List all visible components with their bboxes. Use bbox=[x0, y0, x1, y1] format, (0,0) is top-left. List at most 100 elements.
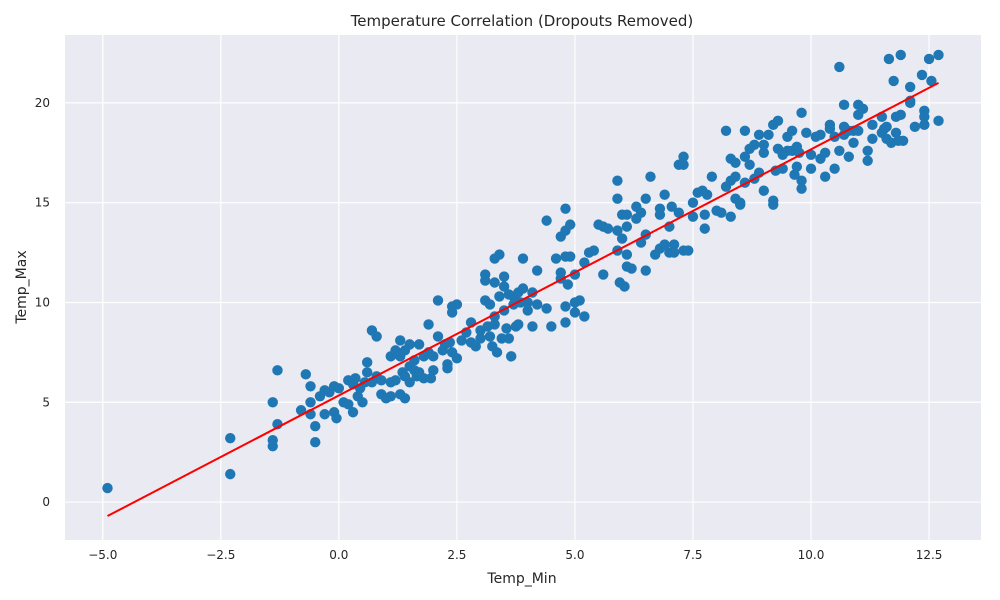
data-point bbox=[867, 119, 878, 131]
data-point bbox=[404, 339, 415, 350]
data-point bbox=[699, 209, 710, 220]
data-point bbox=[862, 155, 873, 166]
data-point bbox=[357, 397, 368, 408]
data-point bbox=[612, 193, 623, 204]
data-points bbox=[102, 49, 944, 494]
y-tick-label: 5 bbox=[42, 395, 50, 409]
data-point bbox=[300, 369, 312, 380]
data-point bbox=[867, 133, 878, 144]
data-point bbox=[475, 333, 486, 344]
data-point bbox=[834, 145, 845, 156]
data-point bbox=[862, 145, 873, 156]
data-point bbox=[621, 221, 633, 232]
data-point bbox=[853, 125, 864, 137]
data-point bbox=[531, 299, 543, 310]
data-point bbox=[640, 193, 651, 204]
data-point bbox=[720, 125, 732, 137]
data-point bbox=[310, 421, 321, 432]
data-point bbox=[494, 291, 505, 302]
data-point bbox=[725, 211, 736, 222]
data-point bbox=[598, 269, 609, 280]
data-point bbox=[432, 331, 444, 342]
data-point bbox=[668, 247, 680, 258]
x-tick-label: −2.5 bbox=[206, 548, 235, 562]
data-point bbox=[517, 253, 529, 264]
data-point bbox=[897, 135, 909, 146]
data-point bbox=[489, 277, 500, 288]
data-point bbox=[267, 397, 278, 408]
data-point bbox=[616, 233, 628, 244]
data-point bbox=[895, 109, 906, 121]
data-point bbox=[503, 333, 515, 344]
data-point bbox=[834, 61, 845, 73]
data-point bbox=[565, 219, 576, 230]
data-point bbox=[789, 169, 800, 180]
data-point bbox=[919, 111, 930, 123]
data-point bbox=[451, 353, 463, 364]
data-point bbox=[560, 301, 571, 312]
data-point bbox=[423, 319, 434, 330]
data-point bbox=[744, 159, 755, 170]
data-point bbox=[666, 201, 677, 212]
data-point bbox=[621, 209, 633, 220]
data-point bbox=[815, 129, 826, 141]
data-point bbox=[343, 399, 354, 410]
y-tick-label: 10 bbox=[35, 295, 50, 309]
x-tick-label: 12.5 bbox=[916, 548, 943, 562]
data-point bbox=[772, 115, 784, 127]
data-point bbox=[102, 482, 113, 494]
data-point bbox=[829, 163, 840, 174]
y-tick-label: 15 bbox=[35, 196, 50, 210]
y-axis-label: Temp_Max bbox=[14, 250, 30, 324]
data-point bbox=[395, 335, 406, 346]
data-point bbox=[796, 107, 807, 119]
data-point bbox=[687, 211, 699, 222]
data-point bbox=[376, 375, 387, 386]
data-point bbox=[225, 468, 236, 480]
data-point bbox=[857, 103, 869, 115]
data-point bbox=[225, 433, 236, 444]
data-point bbox=[456, 335, 467, 346]
data-point bbox=[626, 263, 637, 274]
data-point bbox=[484, 299, 496, 310]
data-point bbox=[805, 163, 817, 174]
data-point bbox=[442, 363, 453, 374]
data-point bbox=[588, 245, 600, 256]
data-point bbox=[333, 383, 345, 394]
data-point bbox=[527, 321, 538, 332]
data-point bbox=[819, 147, 831, 158]
data-point bbox=[310, 436, 321, 448]
data-point bbox=[531, 265, 543, 276]
data-point bbox=[668, 239, 680, 250]
data-point bbox=[933, 115, 944, 127]
data-point bbox=[574, 295, 585, 306]
data-point bbox=[801, 127, 812, 139]
data-point bbox=[569, 307, 581, 318]
data-point bbox=[687, 197, 699, 208]
data-point bbox=[621, 249, 633, 260]
data-point bbox=[926, 75, 937, 87]
data-point bbox=[361, 357, 373, 368]
data-point bbox=[716, 207, 727, 218]
data-point bbox=[838, 99, 850, 111]
data-point bbox=[796, 183, 807, 194]
data-point bbox=[794, 147, 805, 158]
data-point bbox=[517, 283, 529, 294]
data-point bbox=[305, 397, 316, 408]
data-point bbox=[699, 223, 710, 234]
data-point bbox=[612, 175, 623, 186]
data-point bbox=[272, 365, 283, 376]
data-point bbox=[673, 207, 685, 218]
data-point bbox=[758, 147, 770, 158]
data-point bbox=[923, 53, 935, 65]
data-point bbox=[489, 319, 500, 330]
data-point bbox=[734, 197, 746, 208]
data-point bbox=[819, 171, 831, 182]
data-point bbox=[494, 249, 505, 260]
data-point bbox=[739, 151, 751, 162]
data-point bbox=[916, 69, 928, 81]
data-point bbox=[480, 275, 491, 286]
data-point bbox=[602, 223, 614, 234]
